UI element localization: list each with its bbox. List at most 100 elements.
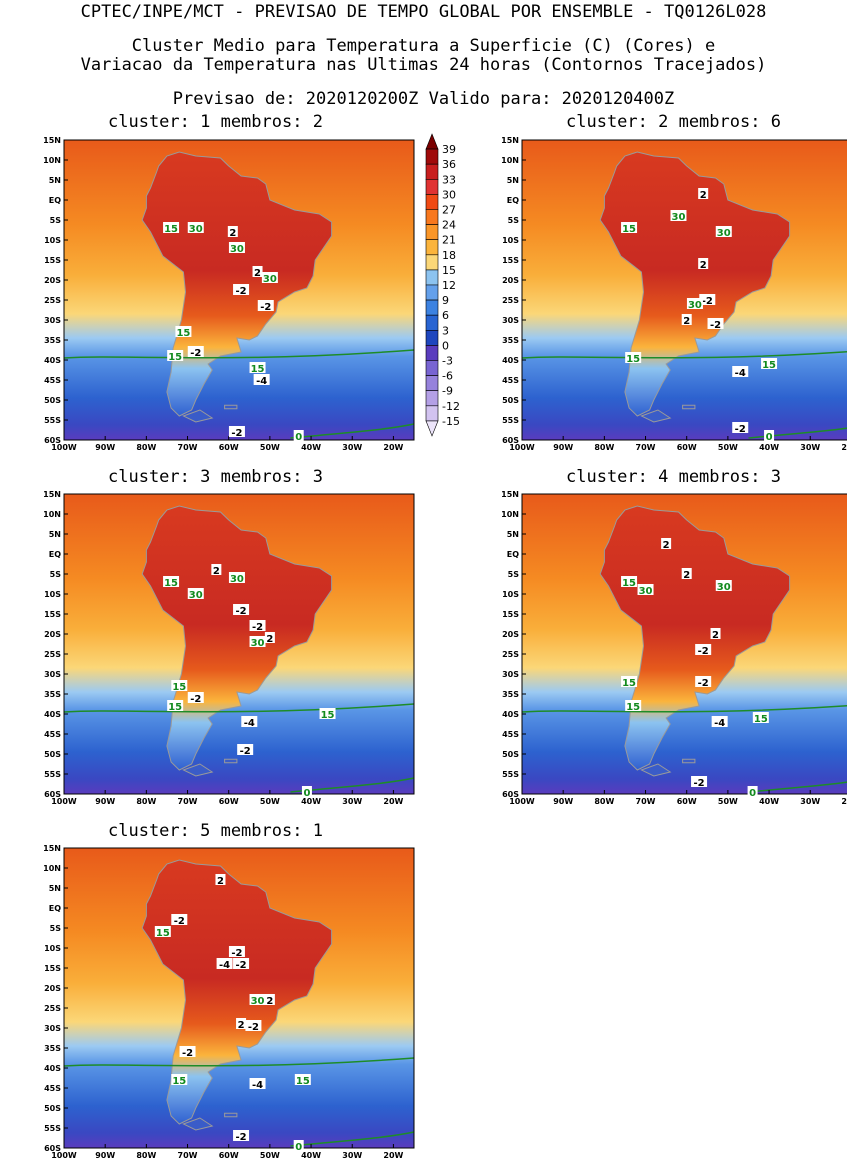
lat-tick-label: 5S: [50, 570, 62, 579]
lat-tick-label: 10N: [43, 864, 61, 873]
svg-text:-2: -2: [236, 1132, 247, 1143]
isotherm-label: 15: [294, 1074, 311, 1087]
lon-tick-label: 80W: [136, 797, 156, 806]
svg-text:2: 2: [683, 570, 690, 581]
isotherm-label: 30: [228, 242, 245, 255]
lon-tick-label: 40W: [759, 443, 779, 452]
temperature-change-label: -2: [187, 692, 204, 705]
svg-text:30: 30: [251, 638, 265, 649]
lat-tick-label: 60S: [44, 1144, 61, 1153]
temperature-change-label: 2: [236, 1018, 247, 1031]
temperature-change-label: -4: [241, 716, 258, 729]
map-panel-cluster-3: 15N 10N 5N EQ 5S 10S 15S 20S 25S 30S 35S 40S 45S 50S 5…: [30, 490, 418, 808]
isotherm-label: 30: [686, 298, 703, 311]
temperature-change-label: -2: [695, 676, 712, 689]
isotherm-label: 15: [319, 708, 336, 721]
lat-tick-label: 10S: [44, 590, 61, 599]
svg-text:30: 30: [189, 590, 203, 601]
svg-text:-2: -2: [236, 286, 247, 297]
lat-tick-label: 15N: [501, 136, 519, 145]
temperature-change-label: -2: [732, 422, 749, 435]
lon-tick-label: 40W: [759, 797, 779, 806]
lat-tick-label: 15S: [502, 256, 519, 265]
svg-text:-2: -2: [236, 606, 247, 617]
lat-tick-label: 30S: [44, 1024, 61, 1033]
svg-text:2: 2: [700, 260, 707, 271]
lat-tick-label: 20S: [502, 630, 519, 639]
lat-tick-label: 55S: [44, 1124, 61, 1133]
svg-text:0: 0: [749, 788, 756, 799]
panel-4-title: cluster: 4 membros: 3: [566, 467, 781, 487]
lat-tick-label: 15N: [501, 490, 519, 499]
lon-tick-label: 20W: [841, 797, 847, 806]
svg-text:2: 2: [213, 566, 220, 577]
lon-tick-label: 20W: [383, 797, 403, 806]
svg-text:0: 0: [766, 432, 773, 443]
lon-tick-label: 90W: [95, 443, 115, 452]
svg-text:-2: -2: [190, 694, 201, 705]
colorbar-swatch: [425, 224, 439, 240]
colorbar-level-label: -12: [442, 400, 460, 413]
lat-tick-label: EQ: [507, 550, 519, 559]
colorbar-swatch: [425, 284, 439, 301]
svg-text:15: 15: [754, 714, 768, 725]
lat-tick-label: 40S: [44, 710, 61, 719]
svg-text:15: 15: [164, 224, 178, 235]
svg-text:30: 30: [230, 574, 244, 585]
lat-tick-label: 35S: [44, 690, 61, 699]
lat-tick-label: 10N: [43, 156, 61, 165]
lat-tick-label: 50S: [44, 1104, 61, 1113]
isotherm-label: 30: [670, 210, 687, 223]
svg-text:2: 2: [266, 634, 273, 645]
isotherm-label: 15: [163, 222, 180, 235]
temperature-change-label: 2: [710, 628, 721, 641]
isotherm-label: 30: [715, 580, 732, 593]
colorbar-level-label: -3: [442, 355, 453, 368]
colorbar-swatch: [425, 345, 439, 361]
lat-tick-label: 35S: [502, 336, 519, 345]
svg-text:-2: -2: [240, 746, 251, 757]
figure-title: CPTEC/INPE/MCT - PREVISAO DE TEMPO GLOBA…: [80, 2, 767, 22]
isotherm-label: 15: [761, 358, 778, 371]
svg-text:0: 0: [295, 432, 302, 443]
isotherm-label: 15: [154, 926, 171, 939]
lon-tick-label: 20W: [841, 443, 847, 452]
svg-text:15: 15: [626, 702, 640, 713]
temperature-change-label: -2: [237, 744, 254, 757]
isotherm-label: 15: [752, 712, 769, 725]
temperature-change-label: -2: [691, 776, 708, 789]
svg-text:15: 15: [172, 682, 186, 693]
temperature-change-label: -2: [233, 958, 250, 971]
lon-tick-label: 70W: [636, 443, 656, 452]
colorbar-swatch: [425, 299, 439, 316]
lon-tick-label: 100W: [51, 797, 77, 806]
isotherm-label: 30: [637, 584, 654, 597]
lon-tick-label: 30W: [342, 1151, 362, 1160]
lat-tick-label: 25S: [44, 296, 61, 305]
colorbar-swatch: [425, 163, 439, 180]
lat-tick-label: 10N: [501, 156, 519, 165]
svg-text:-4: -4: [252, 1080, 263, 1091]
lon-tick-label: 80W: [136, 443, 156, 452]
lon-tick-label: 90W: [95, 1151, 115, 1160]
svg-text:15: 15: [168, 702, 182, 713]
lon-tick-label: 30W: [342, 797, 362, 806]
svg-text:-2: -2: [698, 678, 709, 689]
colorbar-swatch: [425, 360, 439, 376]
colorbar-level-label: 21: [442, 234, 456, 247]
svg-text:-2: -2: [710, 320, 721, 331]
lat-tick-label: 50S: [44, 750, 61, 759]
lat-tick-label: 60S: [44, 436, 61, 445]
lat-tick-label: EQ: [49, 550, 61, 559]
lat-tick-label: 50S: [502, 396, 519, 405]
lat-tick-label: 50S: [44, 396, 61, 405]
lat-tick-label: 15S: [44, 256, 61, 265]
colorbar-swatch: [425, 269, 439, 286]
lat-tick-label: 35S: [44, 1044, 61, 1053]
lat-tick-label: 15N: [43, 136, 61, 145]
svg-text:2: 2: [683, 316, 690, 327]
panel-1-title: cluster: 1 membros: 2: [108, 112, 323, 132]
lon-tick-label: 100W: [51, 1151, 77, 1160]
lon-tick-label: 50W: [260, 1151, 280, 1160]
colorbar-swatch: [425, 330, 439, 346]
